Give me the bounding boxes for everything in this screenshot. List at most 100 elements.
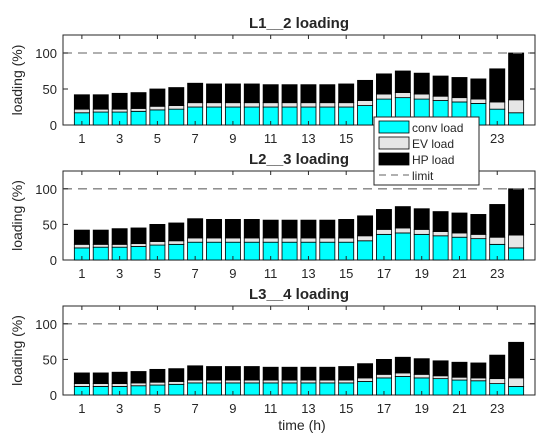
bar-ev-10 — [243, 379, 260, 384]
x-tick-label: 9 — [229, 266, 236, 281]
bar-ev-18 — [394, 92, 411, 99]
bar-hp-18 — [394, 206, 411, 229]
bar-conv-24 — [508, 386, 525, 396]
legend-swatch-conv — [378, 120, 410, 134]
bar-ev-13 — [300, 237, 317, 243]
bar-hp-21 — [451, 212, 468, 234]
bar-conv-8 — [206, 382, 222, 396]
bar-ev-21 — [451, 376, 468, 381]
bar-ev-7 — [187, 102, 204, 108]
bar-hp-5 — [149, 88, 166, 107]
bar-conv-10 — [243, 106, 260, 126]
bar-conv-8 — [206, 106, 222, 126]
bar-hp-7 — [187, 365, 204, 381]
bar-hp-14 — [319, 84, 336, 104]
bar-ev-9 — [224, 102, 241, 108]
bar-conv-24 — [508, 112, 525, 126]
bar-conv-14 — [319, 382, 336, 396]
y-axis-label: loading (%) — [9, 180, 25, 251]
bar-ev-16 — [357, 377, 374, 382]
legend-swatch-hp — [378, 152, 410, 166]
bar-ev-20 — [432, 375, 449, 380]
bar-hp-6 — [168, 222, 185, 242]
bar-hp-4 — [130, 371, 147, 384]
bar-ev-14 — [319, 237, 336, 243]
bar-conv-12 — [281, 241, 298, 261]
subplot-title: L1__2 loading — [249, 15, 349, 32]
bar-hp-8 — [206, 219, 222, 239]
bar-hp-3 — [111, 228, 128, 245]
y-tick-label: 100 — [35, 182, 57, 197]
bar-hp-11 — [262, 366, 279, 381]
bar-ev-24 — [508, 377, 525, 387]
x-tick-label: 9 — [229, 131, 236, 146]
x-tick-label: 9 — [229, 401, 236, 416]
bar-ev-5 — [149, 105, 166, 111]
bar-ev-11 — [262, 237, 279, 243]
bar-hp-5 — [149, 368, 166, 383]
bar-hp-20 — [432, 75, 449, 97]
x-tick-label: 1 — [78, 131, 85, 146]
bar-ev-4 — [130, 382, 147, 387]
bar-ev-17 — [376, 373, 392, 379]
bar-ev-22 — [470, 233, 487, 240]
bar-hp-12 — [281, 366, 298, 381]
bar-ev-20 — [432, 95, 449, 101]
bar-hp-12 — [281, 219, 298, 239]
bar-hp-24 — [508, 188, 525, 236]
bar-ev-9 — [224, 379, 241, 384]
bar-conv-12 — [281, 106, 298, 126]
x-tick-label: 7 — [192, 266, 199, 281]
bar-hp-2 — [92, 229, 109, 245]
bar-ev-13 — [300, 379, 317, 384]
bar-hp-8 — [206, 83, 222, 104]
bar-hp-9 — [224, 219, 241, 239]
x-tick-label: 1 — [78, 401, 85, 416]
x-tick-label: 15 — [339, 401, 353, 416]
bar-hp-15 — [338, 219, 355, 239]
bar-conv-10 — [243, 241, 260, 261]
x-tick-label: 3 — [116, 266, 123, 281]
bar-hp-15 — [338, 83, 355, 104]
bar-ev-5 — [149, 381, 166, 386]
bar-hp-18 — [394, 70, 411, 94]
bar-hp-2 — [92, 372, 109, 385]
bar-hp-22 — [470, 362, 487, 379]
bar-conv-4 — [130, 385, 147, 396]
y-tick-label: 50 — [43, 217, 57, 232]
bar-conv-6 — [168, 243, 185, 261]
x-tick-label: 15 — [339, 131, 353, 146]
bar-ev-15 — [338, 237, 355, 243]
bar-hp-10 — [243, 83, 260, 104]
legend-label-conv: conv load — [412, 121, 463, 135]
bar-hp-20 — [432, 360, 449, 377]
bar-ev-21 — [451, 232, 468, 238]
bar-conv-10 — [243, 382, 260, 396]
bar-ev-4 — [130, 108, 147, 112]
y-tick-label: 0 — [50, 118, 57, 133]
bar-conv-8 — [206, 241, 222, 261]
x-tick-label: 19 — [414, 266, 428, 281]
bar-ev-15 — [338, 379, 355, 384]
bar-ev-12 — [281, 237, 298, 243]
subplots: 0501001357911131517192123L1__2 loadinglo… — [9, 15, 536, 416]
bar-ev-10 — [243, 237, 260, 243]
bar-hp-14 — [319, 366, 336, 381]
x-tick-label: 15 — [339, 266, 353, 281]
bar-conv-20 — [432, 378, 449, 396]
bar-ev-17 — [376, 228, 392, 235]
bar-conv-4 — [130, 246, 147, 261]
legend-label-ev: EV load — [412, 137, 454, 151]
bar-ev-2 — [92, 383, 109, 387]
bar-ev-3 — [111, 383, 128, 387]
bar-hp-4 — [130, 92, 147, 109]
bar-hp-10 — [243, 366, 260, 381]
x-tick-label: 23 — [490, 401, 504, 416]
bar-conv-16 — [357, 381, 374, 396]
bar-ev-7 — [187, 379, 204, 384]
bar-hp-3 — [111, 92, 128, 110]
bar-hp-17 — [376, 209, 392, 230]
y-axis-label: loading (%) — [9, 315, 25, 386]
bar-hp-8 — [206, 366, 222, 381]
x-tick-label: 17 — [377, 401, 391, 416]
